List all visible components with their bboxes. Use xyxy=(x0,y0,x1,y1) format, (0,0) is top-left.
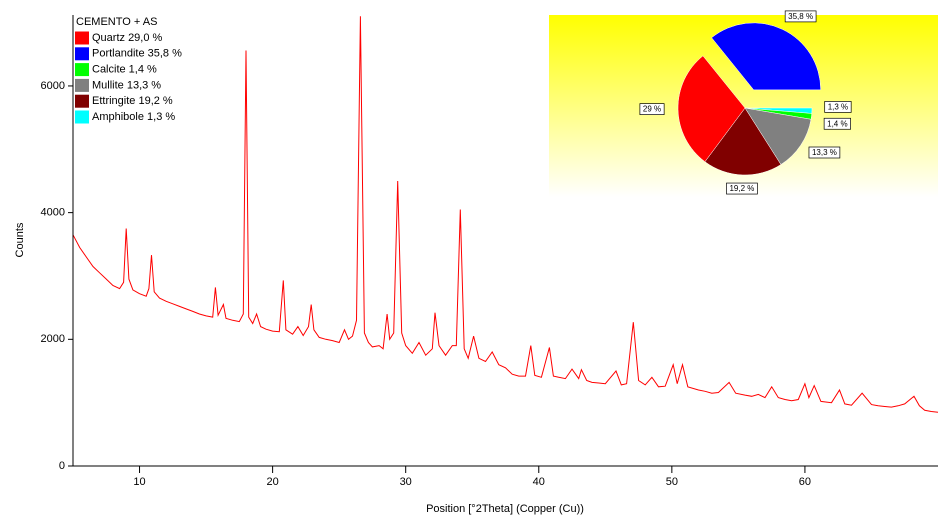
legend-label: Quartz 29,0 % xyxy=(92,32,163,44)
y-tick-label: 4000 xyxy=(41,207,65,219)
value-label: 29 % xyxy=(643,105,661,114)
pie-slice xyxy=(711,22,821,91)
x-axis-title: Position [°2Theta] (Copper (Cu)) xyxy=(426,503,584,515)
y-tick-label: 2000 xyxy=(41,333,65,345)
legend-label: Mullite 13,3 % xyxy=(92,79,161,91)
legend-label: Ettringite 19,2 % xyxy=(92,95,173,107)
y-tick-label: 6000 xyxy=(41,80,65,92)
value-label: 19,2 % xyxy=(729,184,754,193)
axes xyxy=(72,15,938,467)
legend-title: CEMENTO + AS xyxy=(76,16,157,28)
y-axis-title: Counts xyxy=(14,222,26,257)
pie-slice xyxy=(744,107,812,165)
legend-label: Amphibole 1,3 % xyxy=(92,111,175,123)
x-tick-label: 40 xyxy=(533,476,545,488)
legend-swatch xyxy=(75,94,89,108)
value-label: 13,3 % xyxy=(812,148,837,157)
data-line xyxy=(72,16,939,413)
y-tick-label: 0 xyxy=(59,460,65,472)
value-label: 35,8 % xyxy=(788,12,813,21)
value-label: 1,4 % xyxy=(827,119,847,128)
legend-swatch xyxy=(75,31,89,45)
x-tick-label: 60 xyxy=(799,476,811,488)
x-tick-label: 30 xyxy=(400,476,412,488)
x-tick-label: 10 xyxy=(133,476,145,488)
legend-label: Portlandite 35,8 % xyxy=(92,48,182,60)
value-label-box xyxy=(823,117,851,130)
pie-slice xyxy=(677,55,746,163)
value-label-box xyxy=(808,146,841,159)
value-label-box xyxy=(726,182,758,195)
legend-swatch xyxy=(75,78,89,92)
legend-swatch xyxy=(75,47,89,61)
value-label: 1,3 % xyxy=(828,102,848,111)
x-tick-label: 20 xyxy=(266,476,278,488)
legend-label: Calcite 1,4 % xyxy=(92,64,157,76)
legend-swatch xyxy=(75,63,89,77)
legend-swatch xyxy=(75,110,89,124)
value-label-box xyxy=(784,10,817,23)
pie-slice xyxy=(704,107,782,176)
value-label-box xyxy=(824,101,852,113)
value-label-box xyxy=(639,103,665,115)
x-tick-label: 50 xyxy=(666,476,678,488)
